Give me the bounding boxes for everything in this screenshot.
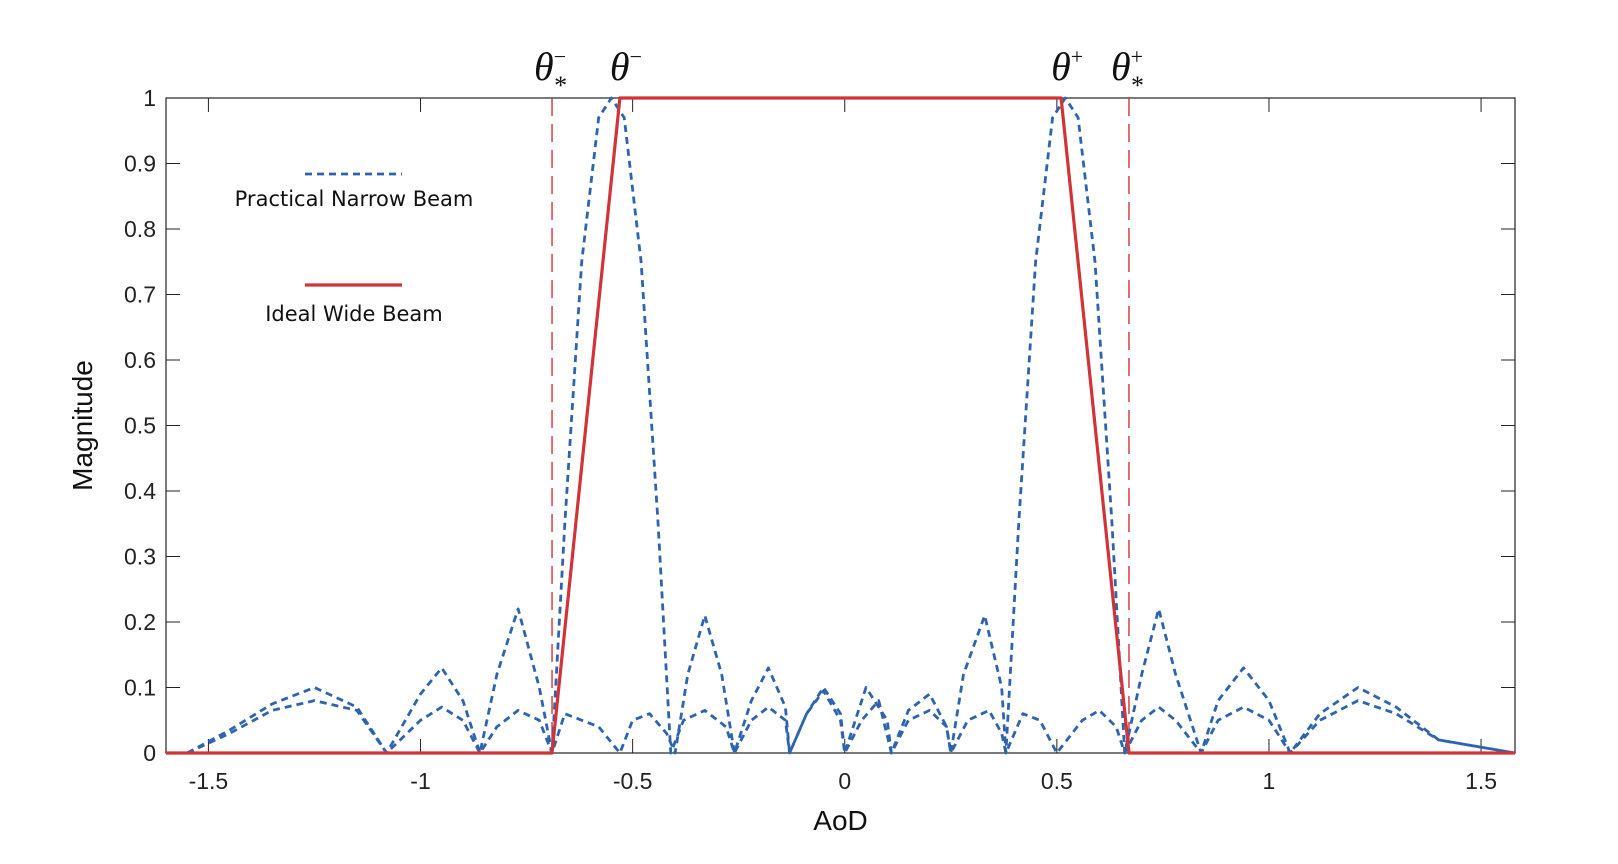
theta-marker-label: θ+ (1051, 44, 1083, 89)
y-tick-label: 0.3 (124, 544, 156, 570)
x-tick-label: 0.5 (1041, 768, 1073, 794)
y-tick-label: 0.2 (124, 609, 156, 635)
x-tick-label: -1.5 (189, 768, 229, 794)
theta-marker-label: θ− (610, 44, 642, 89)
y-tick-label: 1 (143, 85, 156, 111)
theta-marker-label: θ− * (534, 44, 567, 100)
y-tick-label: 0.9 (124, 151, 156, 177)
y-tick-label: 0.8 (124, 216, 156, 242)
y-tick-label: 0.4 (124, 478, 156, 504)
plot-area: 0 0.1 0.2 0.3 0.4 0.5 0.6 0.7 0.8 0.9 1 -1.5 -1 -0.5 0… (67, 44, 1516, 836)
y-tick-label: 0 (143, 740, 156, 766)
y-tick-label: 0.7 (124, 282, 156, 308)
theta-marker-label: θ+ * (1111, 44, 1144, 100)
y-tick-label: 0.1 (124, 675, 156, 701)
y-tick-label: 0.6 (124, 347, 156, 373)
series-line-practical-narrow-beam (186, 607, 1516, 755)
y-axis-title: Magnitude (67, 360, 98, 491)
y-tick-label: 0.5 (124, 413, 156, 439)
x-axis-title: AoD (813, 805, 867, 836)
x-tick-label: 0 (838, 768, 851, 794)
series-line-ideal-wide-beam (166, 96, 1515, 755)
x-tick-label: 1.5 (1465, 768, 1497, 794)
x-tick-label: -1 (410, 768, 430, 794)
x-tick-label: -0.5 (613, 768, 653, 794)
legend-label-ideal: Ideal Wide Beam (265, 302, 443, 326)
legend-label-practical: Practical Narrow Beam (235, 187, 474, 211)
x-tick-label: 1 (1263, 768, 1276, 794)
